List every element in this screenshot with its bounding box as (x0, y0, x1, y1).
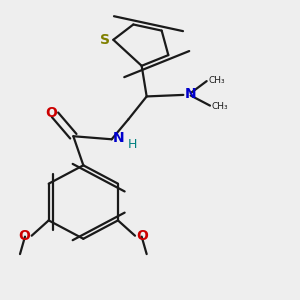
Text: O: O (19, 229, 30, 243)
Text: S: S (100, 33, 110, 47)
Text: H: H (128, 138, 137, 151)
Text: CH₃: CH₃ (212, 102, 228, 111)
Text: N: N (185, 87, 196, 101)
Text: O: O (136, 229, 148, 243)
Text: O: O (46, 106, 58, 120)
Text: CH₃: CH₃ (208, 76, 225, 85)
Text: N: N (113, 131, 124, 145)
